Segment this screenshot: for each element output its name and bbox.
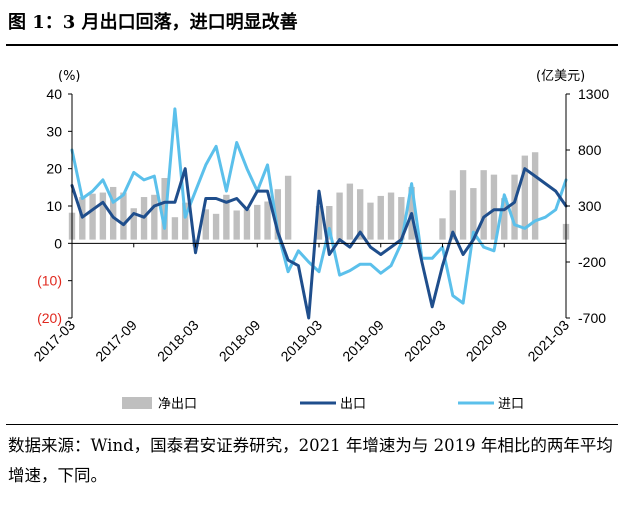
source-rule <box>6 424 618 425</box>
net-export-bar <box>99 192 107 240</box>
net-export-bar <box>151 194 158 240</box>
x-tick-label: 2021-03 <box>524 317 572 365</box>
net-export-bar <box>470 188 477 240</box>
net-export-bar <box>223 194 230 240</box>
title-rule <box>6 44 618 46</box>
net-export-bar <box>387 192 395 240</box>
legend-swatch-net-export <box>122 397 152 409</box>
right-tick-label: -700 <box>578 310 606 326</box>
x-tick-label: 2020-03 <box>401 317 449 365</box>
net-export-bar <box>439 218 446 240</box>
right-tick-label: 1300 <box>578 86 609 102</box>
net-export-bar <box>171 217 179 240</box>
net-export-bar <box>531 152 539 240</box>
legend-label-import: 进口 <box>498 397 524 412</box>
net-export-bar <box>212 213 220 240</box>
chart: 40 30 20 10 0 (10) (20) 1300 800 300 -200 -700 (%) (亿… <box>30 69 609 412</box>
right-tick-label: 300 <box>578 198 602 214</box>
left-tick-label: 20 <box>46 161 62 177</box>
export-line <box>70 167 568 320</box>
net-export-bar <box>367 202 374 240</box>
net-export-bar <box>182 202 189 240</box>
left-tick-label: 30 <box>46 123 62 139</box>
right-tick-label: 800 <box>578 142 602 158</box>
net-export-bar <box>284 175 292 240</box>
net-export-bar <box>89 193 96 240</box>
net-export-bar <box>130 208 137 240</box>
net-export-bar <box>336 192 343 240</box>
legend-label-export: 出口 <box>340 397 366 412</box>
net-export-bar <box>521 155 529 240</box>
left-tick-label: (10) <box>37 273 62 289</box>
x-tick-label: 2019-03 <box>277 317 325 365</box>
x-tick-label: 2018-03 <box>154 317 202 365</box>
legend-label-net-export: 净出口 <box>158 397 197 412</box>
net-export-bar <box>202 209 209 240</box>
left-tick-label: 40 <box>46 86 62 102</box>
left-axis-unit: (%) <box>58 69 81 84</box>
right-axis-unit: (亿美元) <box>536 69 585 84</box>
net-export-bar <box>459 170 467 240</box>
left-tick-label: (20) <box>37 310 62 326</box>
net-export-bar <box>377 195 384 240</box>
net-export-bar <box>233 210 240 240</box>
net-export-bar <box>109 186 117 240</box>
net-export-bar <box>511 174 518 240</box>
right-tick-label: -200 <box>578 254 606 270</box>
net-export-bar <box>346 183 354 240</box>
net-export-bar <box>480 170 487 240</box>
net-export-bar <box>264 201 271 240</box>
net-export-bar <box>254 204 261 240</box>
net-export-bar <box>490 174 498 240</box>
net-export-bar <box>326 206 333 240</box>
import-line <box>70 107 568 305</box>
x-tick-label: 2018-09 <box>216 317 264 365</box>
net-export-bar <box>449 190 456 240</box>
net-export-bar <box>274 189 282 240</box>
net-export-bar <box>356 189 364 240</box>
figure-title: 图 1：3 月出口回落，进口明显改善 <box>8 12 298 33</box>
net-export-bar <box>501 198 508 240</box>
x-tick-label: 2020-09 <box>463 317 511 365</box>
x-tick-label: 2019-09 <box>339 317 387 365</box>
left-tick-label: 10 <box>46 198 62 214</box>
net-export-bar <box>120 192 127 240</box>
net-export-bar <box>243 209 251 240</box>
source-note: 数据来源：Wind，国泰君安证券研究，2021 年增速为与 2019 年相比的两… <box>8 436 613 485</box>
left-tick-label: 0 <box>54 235 62 251</box>
x-tick-label: 2017-09 <box>92 317 140 365</box>
net-export-bar <box>161 178 168 240</box>
net-export-bar <box>398 197 405 240</box>
net-export-bar <box>315 206 323 240</box>
